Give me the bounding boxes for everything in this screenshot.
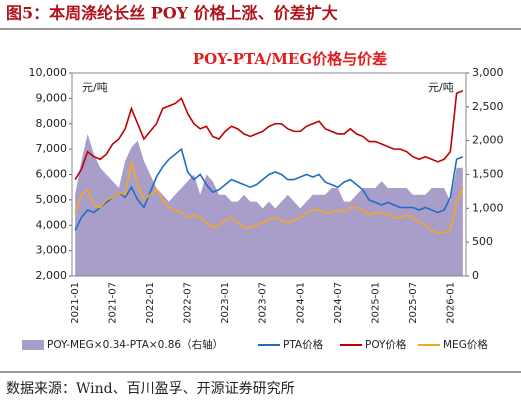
y2-tick-label: 2,000 [472,134,504,147]
y-tick-label: 6,000 [36,168,68,181]
y2-tick-label: 500 [472,235,493,248]
x-tick-label: 2025-01 [370,282,381,324]
x-tick-label: 2024-07 [333,282,344,324]
y2-tick-label: 0 [472,269,479,282]
price-line [74,90,464,180]
legend-item: PTA价格 [258,338,324,351]
y2-tick-label: 3,000 [472,66,504,79]
legend-label: POY-MEG×0.34-PTA×0.86（右轴） [47,338,223,351]
y-tick-label: 2,000 [36,269,68,282]
x-tick-label: 2024-01 [295,282,306,324]
y-tick-label: 9,000 [36,91,68,104]
legend-label: POY价格 [365,338,407,351]
y-tick-label: 10,000 [29,66,68,79]
y-unit: 元/吨 [82,81,108,94]
x-tick-label: 2021-01 [70,282,81,324]
spread-area [75,133,463,276]
legend-item: POY价格 [340,338,407,351]
y2-unit: 元/吨 [428,81,454,94]
legend-label: PTA价格 [283,338,324,351]
legend-item: MEG价格 [418,338,488,351]
x-tick-label: 2021-07 [108,282,119,324]
x-tick-label: 2026-01 [445,282,456,324]
legend-item: POY-MEG×0.34-PTA×0.86（右轴） [22,338,223,351]
y2-tick-label: 1,500 [472,168,504,181]
y2-tick-label: 2,500 [472,100,504,113]
y-tick-label: 7,000 [36,142,68,155]
y-tick-label: 4,000 [36,218,68,231]
x-tick-label: 2022-07 [183,282,194,324]
chart-title: POY-PTA/MEG价格与价差 [193,50,387,68]
plot-frame [71,72,467,277]
y-tick-label: 5,000 [36,193,68,206]
x-tick-label: 2023-01 [220,282,231,324]
legend-swatch [22,340,44,350]
price-line [74,161,464,234]
y2-tick-label: 1,000 [472,201,504,214]
source: 数据来源：Wind、百川盈孚、开源证券研究所 [6,381,295,397]
x-tick-label: 2025-07 [408,282,419,324]
page-title: 图5：本周涤纶长丝 POY 价格上涨、价差扩大 [6,4,338,23]
x-tick-label: 2022-01 [145,282,156,324]
price-line [74,147,464,231]
legend-label: MEG价格 [443,338,488,351]
y-tick-label: 3,000 [36,244,68,257]
x-tick-label: 2023-07 [258,282,269,324]
y-tick-label: 8,000 [36,117,68,130]
